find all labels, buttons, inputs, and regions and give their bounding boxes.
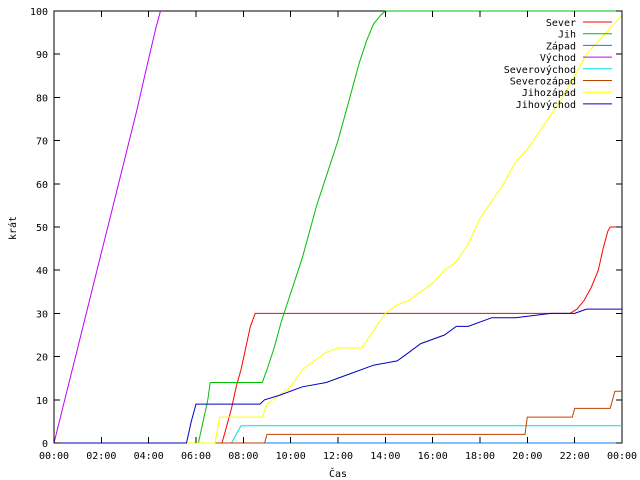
x-tick-label: 00:00 [39,451,69,462]
y-tick-label: 70 [36,137,48,148]
x-tick-label: 04:00 [134,451,164,462]
legend-label-sever: Sever [546,18,576,29]
y-tick-label: 30 [36,309,48,320]
series-layer [53,10,623,444]
y-tick-label: 90 [36,50,48,61]
legend-label-zapad: Západ [546,40,576,52]
x-tick-label: 10:00 [276,451,306,462]
legend-label-severovychod: Severovýchod [504,64,576,76]
x-tick-label: 08:00 [228,451,258,462]
y-axis: 0 10 20 30 40 50 60 70 80 90 100 [30,7,622,450]
y-tick-label: 40 [36,266,48,277]
series-line-jih [54,10,622,444]
x-tick-label: 22:00 [560,451,590,462]
series-line-sever [54,226,622,444]
legend-label-vychod: Východ [540,52,576,64]
legend-label-jihozapad: Jihozápad [522,87,576,99]
series-line-vychod [53,10,161,444]
x-tick-label: 00:00 [607,451,637,462]
x-tick-label: 16:00 [418,451,448,462]
legend: SeverJihZápadVýchodSeverovýchodSeverozáp… [504,18,612,111]
legend-label-jihovychod: Jihovýchod [516,99,576,111]
legend-label-jih: Jih [558,30,576,41]
y-tick-label: 50 [36,223,48,234]
y-tick-label: 10 [36,396,48,407]
y-tick-label: 80 [36,93,48,104]
x-tick-label: 12:00 [323,451,353,462]
x-axis-label: Čas [329,467,347,480]
series-line-severozapad [54,390,622,444]
legend-label-severozapad: Severozápad [510,76,576,88]
x-tick-label: 18:00 [465,451,495,462]
series-line-jihovychod [54,308,622,444]
y-tick-label: 0 [42,439,48,450]
x-tick-label: 14:00 [370,451,400,462]
series-line-jihozapad [54,14,623,444]
x-tick-label: 02:00 [86,451,116,462]
y-tick-label: 20 [36,353,48,364]
y-tick-label: 100 [30,7,48,18]
x-tick-label: 06:00 [181,451,211,462]
y-axis-label: krát [7,216,19,240]
x-tick-label: 20:00 [512,451,542,462]
x-axis: 00:00 02:00 04:00 06:00 08:00 10:00 12:00 14:00… [39,11,637,462]
y-tick-label: 60 [36,180,48,191]
